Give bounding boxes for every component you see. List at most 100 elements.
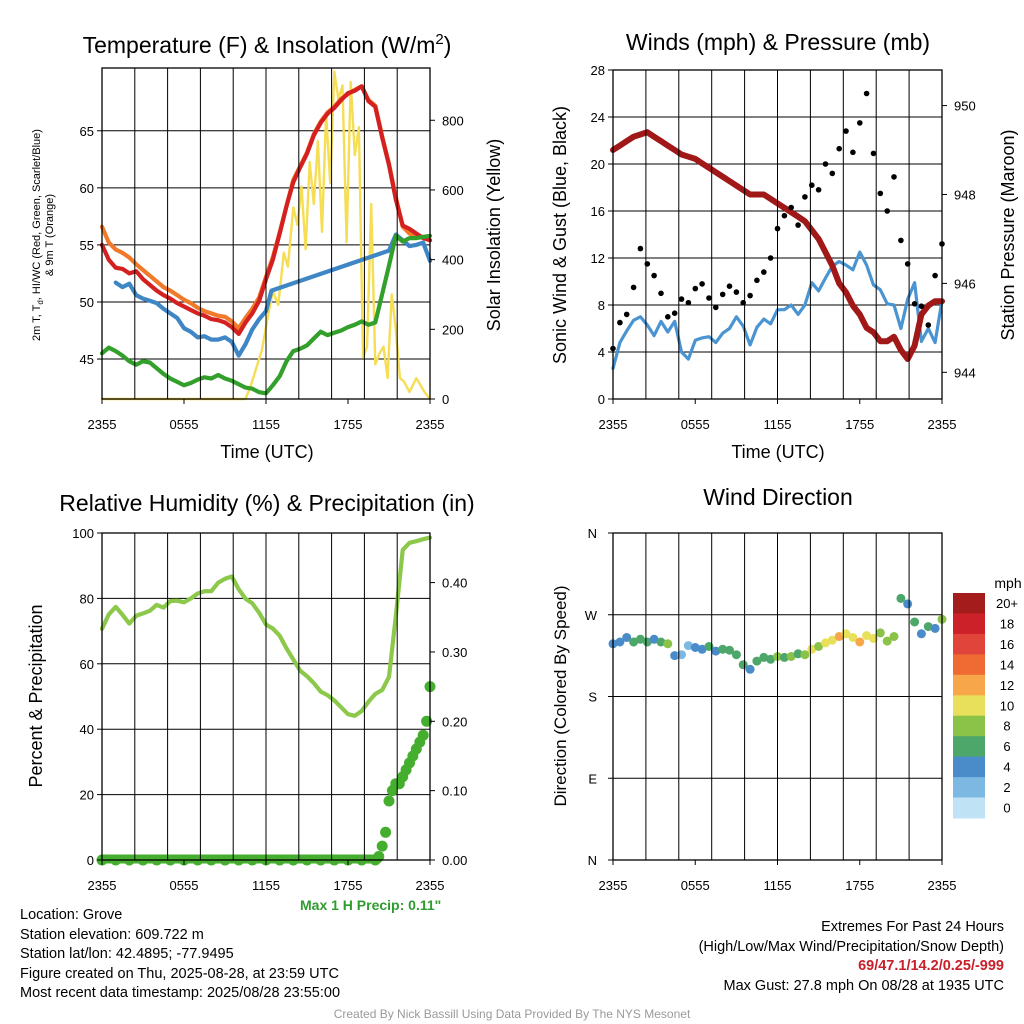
gust-point [651, 272, 657, 279]
wind-ytick-label: 12 [591, 251, 605, 266]
station-location: Location: Grove [20, 907, 123, 923]
precip-y2tick-label: 0.40 [442, 576, 467, 591]
gust-point [678, 296, 685, 302]
gust-point [870, 150, 877, 157]
wind-direction-ylabel: Direction (Colored By Speed) [551, 585, 570, 806]
gust-point [733, 289, 740, 295]
wind-direction-panel: Wind Direction Direction (Colored By Spe… [551, 484, 1022, 893]
gust-point [788, 204, 794, 211]
direction-point [779, 652, 789, 662]
direction-point [910, 617, 920, 627]
direction-point [629, 637, 639, 647]
wind-ytick-label: 20 [591, 157, 605, 172]
gust-point [671, 310, 678, 317]
gust-point [891, 174, 897, 180]
direction-point [882, 636, 892, 646]
rh-ytick-label: 20 [80, 788, 94, 803]
speed-colorbar: 20+ 18 16 14 12 10 8 6 4 2 0 [953, 593, 1018, 819]
colorbar-label: 18 [1000, 616, 1014, 631]
colorbar-swatch [953, 736, 985, 758]
direction-point [683, 641, 693, 651]
dir-xtick-label: 1155 [764, 878, 792, 893]
temp-xtick-label: 1155 [252, 417, 280, 432]
temp-ytick-label: 65 [80, 124, 94, 139]
wind-direction-title: Wind Direction [703, 484, 853, 510]
gust-point [822, 161, 829, 167]
gust-point [637, 245, 644, 252]
temperature-title: Temperature (F) & Insolation (W/m2) [83, 31, 452, 58]
gust-point [898, 237, 904, 244]
temp-xtick-label: 0555 [170, 417, 199, 432]
gust-point [836, 145, 842, 152]
temperature-xlabel: Time (UTC) [220, 442, 313, 462]
gust-point [740, 299, 746, 306]
extremes-title: Extremes For Past 24 Hours [821, 919, 1004, 935]
gust-point [692, 285, 699, 292]
colorbar-swatch [953, 654, 985, 676]
gust-point [911, 301, 918, 307]
dir-ytick-label: E [588, 771, 597, 786]
gust-point [747, 292, 753, 299]
humidity-title: Relative Humidity (%) & Precipitation (i… [59, 490, 474, 516]
colorbar-swatch [953, 695, 985, 717]
gust-point [665, 314, 671, 320]
colorbar-label: 4 [1003, 760, 1010, 775]
direction-point [903, 599, 913, 609]
insolation-line [100, 70, 432, 401]
direction-point [855, 637, 865, 647]
rh-xtick-label: 2355 [416, 878, 445, 893]
rh-ytick-label: 60 [80, 657, 94, 672]
gust-point [761, 269, 767, 275]
dir-xtick-label: 2355 [928, 878, 957, 893]
gust-point [623, 311, 630, 318]
wind-xtick-label: 1755 [845, 417, 874, 432]
precip-point [417, 729, 429, 741]
direction-point [786, 652, 796, 661]
extremes-subtitle: (High/Low/Max Wind/Precipitation/Snow De… [698, 938, 1004, 955]
recent-timestamp: Most recent data timestamp: 2025/08/28 2… [20, 985, 341, 1002]
temp-xtick-label: 2355 [88, 417, 117, 432]
colorbar-swatch [953, 613, 985, 635]
temp-ytick-label: 50 [80, 295, 94, 310]
pressure-y2tick-label: 946 [954, 276, 976, 291]
direction-point [718, 644, 728, 654]
precip-point [383, 795, 395, 807]
gust-point [699, 281, 705, 287]
insolation-ylabel: Solar Insolation (Yellow) [484, 139, 504, 331]
pressure-y2tick-label: 944 [954, 365, 976, 380]
station-latlon: Station lat/lon: 42.4895; -77.9495 [20, 946, 234, 963]
colorbar-swatch [953, 593, 985, 614]
direction-point [663, 639, 673, 649]
direction-point [731, 650, 741, 660]
temp-ytick-label: 55 [80, 238, 94, 253]
colorbar-swatch [953, 633, 985, 655]
direction-point [930, 623, 940, 633]
temp-ytick-label: 45 [80, 352, 94, 367]
pressure-y2tick-label: 948 [954, 187, 976, 202]
direction-point [800, 650, 810, 660]
insolation-y2tick-label: 200 [442, 322, 464, 337]
precip-point [373, 851, 385, 862]
gust-point [781, 212, 788, 219]
winds-title: Winds (mph) & Pressure (mb) [626, 29, 930, 55]
winds-panel: Winds (mph) & Pressure (mb) Sonic Wind &… [550, 29, 1018, 462]
direction-point [711, 646, 721, 656]
gust-point [644, 261, 651, 267]
dir-ytick-label: N [588, 853, 597, 868]
direction-point [745, 664, 755, 674]
colorbar-label: 14 [1000, 657, 1014, 672]
pressure-y2tick-label: 950 [954, 99, 976, 114]
gust-point [850, 149, 856, 156]
wind-ytick-label: 8 [598, 298, 605, 313]
gust-point [767, 255, 774, 261]
direction-point [916, 629, 926, 639]
figure-created: Figure created on Thu, 2025-08-28, at 23… [20, 965, 339, 982]
wind-ytick-label: 24 [591, 110, 605, 125]
extremes-values: 69/47.1/14.2/0.25/-999 [858, 958, 1004, 975]
gust-point [884, 208, 890, 214]
precip-y2tick-label: 0.30 [442, 645, 467, 660]
precip-y2tick-label: 0.20 [442, 714, 467, 729]
wind-xtick-label: 2355 [599, 417, 628, 432]
direction-point [752, 656, 762, 666]
wind-xtick-label: 1155 [764, 417, 792, 432]
